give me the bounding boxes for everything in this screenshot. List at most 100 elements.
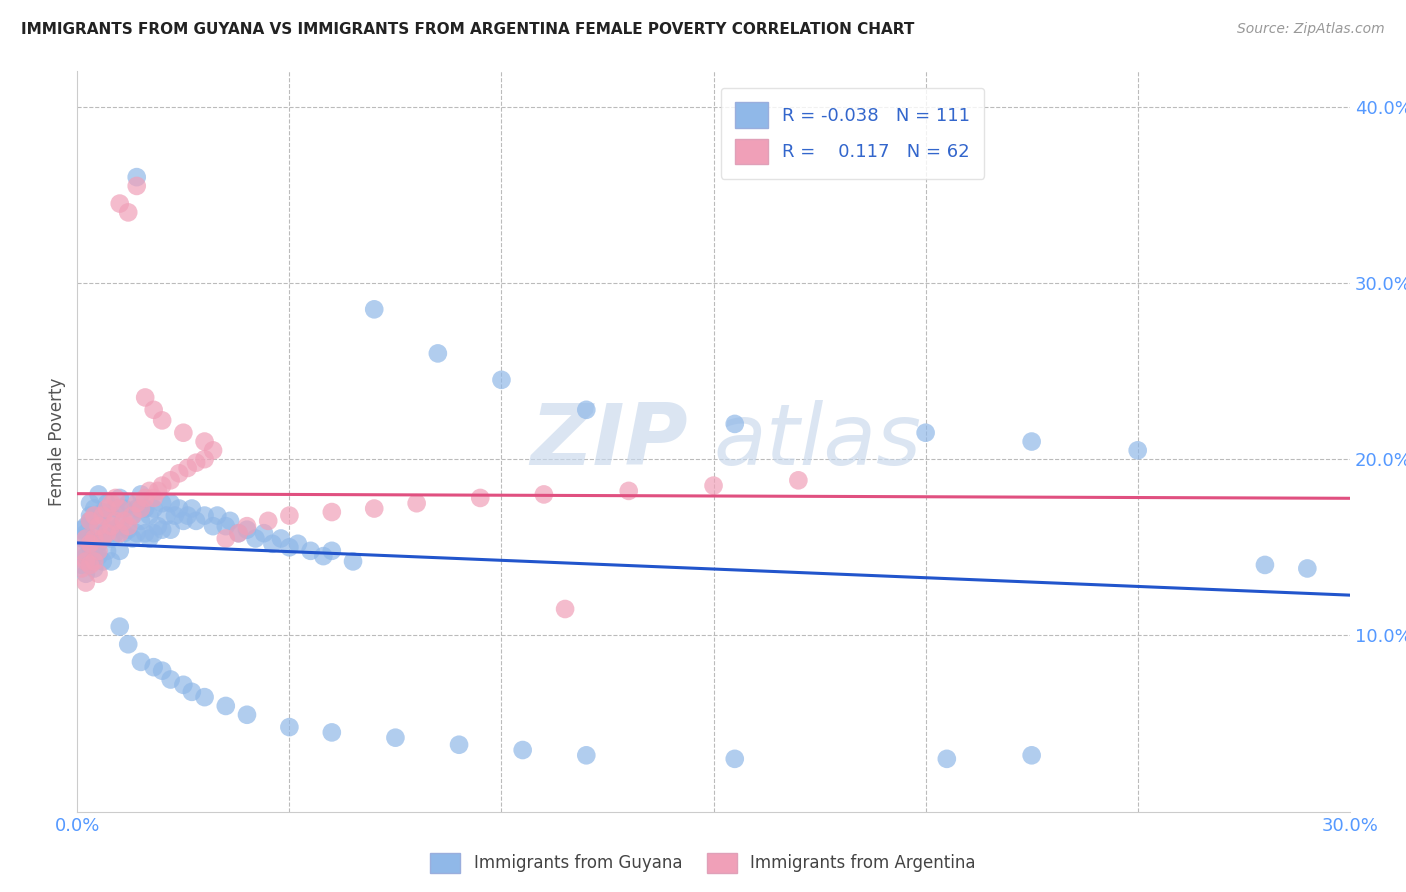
Text: atlas: atlas xyxy=(714,400,921,483)
Point xyxy=(96,501,118,516)
Point xyxy=(172,514,194,528)
Point xyxy=(262,537,284,551)
Point xyxy=(321,544,343,558)
Point xyxy=(134,501,156,516)
Point xyxy=(91,508,114,523)
Point xyxy=(125,496,148,510)
Point xyxy=(108,619,131,633)
Point xyxy=(184,514,207,528)
Point xyxy=(108,196,131,211)
Point xyxy=(129,514,152,528)
Point xyxy=(228,526,250,541)
Point xyxy=(184,456,207,470)
Point xyxy=(79,537,101,551)
Point xyxy=(724,417,747,431)
Point xyxy=(159,673,181,687)
Point xyxy=(342,554,364,568)
Point xyxy=(202,443,225,458)
Point xyxy=(70,544,93,558)
Point xyxy=(75,532,97,546)
Point xyxy=(447,738,470,752)
Point xyxy=(146,483,169,498)
Point xyxy=(112,514,135,528)
Point xyxy=(787,473,810,487)
Point xyxy=(512,743,534,757)
Point xyxy=(155,508,177,523)
Point xyxy=(104,514,127,528)
Point xyxy=(575,402,598,417)
Point xyxy=(470,491,492,505)
Point xyxy=(129,655,152,669)
Point xyxy=(1296,561,1319,575)
Point xyxy=(321,725,343,739)
Point xyxy=(79,496,101,510)
Point xyxy=(83,554,105,568)
Point xyxy=(87,519,110,533)
Point xyxy=(100,532,122,546)
Point xyxy=(70,544,93,558)
Point xyxy=(108,519,131,533)
Point xyxy=(172,678,194,692)
Point xyxy=(134,391,156,405)
Point xyxy=(100,508,122,523)
Point xyxy=(117,637,139,651)
Point xyxy=(87,487,110,501)
Point xyxy=(83,501,105,516)
Point xyxy=(180,685,202,699)
Legend: Immigrants from Guyana, Immigrants from Argentina: Immigrants from Guyana, Immigrants from … xyxy=(423,847,983,880)
Point xyxy=(215,698,238,713)
Point xyxy=(312,549,335,563)
Point xyxy=(79,554,101,568)
Point xyxy=(112,526,135,541)
Point xyxy=(159,523,181,537)
Point xyxy=(554,602,576,616)
Point xyxy=(138,532,160,546)
Point xyxy=(575,748,598,763)
Point xyxy=(491,373,513,387)
Point xyxy=(219,514,242,528)
Point xyxy=(1021,748,1043,763)
Point xyxy=(104,491,127,505)
Point xyxy=(79,508,101,523)
Point xyxy=(91,532,114,546)
Point xyxy=(193,434,217,449)
Point xyxy=(159,496,181,510)
Point xyxy=(142,526,165,541)
Point xyxy=(108,491,131,505)
Point xyxy=(96,496,118,510)
Y-axis label: Female Poverty: Female Poverty xyxy=(48,377,66,506)
Point xyxy=(121,532,143,546)
Point xyxy=(83,526,105,541)
Point xyxy=(363,501,385,516)
Point xyxy=(228,526,250,541)
Point xyxy=(79,558,101,572)
Point xyxy=(202,519,225,533)
Point xyxy=(142,660,165,674)
Point xyxy=(426,346,449,360)
Point xyxy=(1254,558,1277,572)
Point xyxy=(91,554,114,568)
Point xyxy=(914,425,936,440)
Point xyxy=(236,523,259,537)
Point xyxy=(100,554,122,568)
Point xyxy=(96,523,118,537)
Point xyxy=(96,526,118,541)
Point xyxy=(117,205,139,219)
Point xyxy=(121,508,143,523)
Point xyxy=(83,549,105,563)
Point xyxy=(129,487,152,501)
Point xyxy=(270,532,292,546)
Point xyxy=(146,519,169,533)
Point xyxy=(87,566,110,581)
Point xyxy=(75,519,97,533)
Point xyxy=(91,532,114,546)
Point xyxy=(163,508,186,523)
Point xyxy=(129,501,152,516)
Point xyxy=(176,461,198,475)
Point xyxy=(70,532,93,546)
Point xyxy=(617,483,640,498)
Point xyxy=(112,501,135,516)
Point xyxy=(142,402,165,417)
Point xyxy=(150,478,173,492)
Point xyxy=(117,496,139,510)
